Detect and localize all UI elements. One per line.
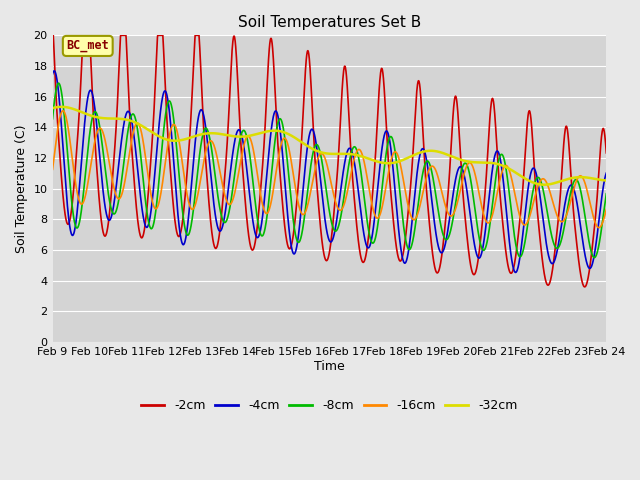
-2cm	[203, 174, 211, 180]
-2cm	[581, 284, 589, 290]
-8cm	[204, 127, 211, 132]
Line: -4cm: -4cm	[52, 71, 606, 273]
X-axis label: Time: Time	[314, 360, 345, 372]
-8cm	[346, 157, 353, 163]
-8cm	[554, 245, 561, 251]
Y-axis label: Soil Temperature (C): Soil Temperature (C)	[15, 124, 28, 253]
-2cm	[490, 105, 498, 111]
-2cm	[569, 199, 577, 205]
Line: -16cm: -16cm	[52, 111, 606, 228]
-16cm	[595, 225, 603, 230]
-16cm	[204, 144, 211, 149]
-32cm	[570, 175, 577, 180]
-16cm	[602, 206, 610, 212]
-2cm	[49, 33, 56, 38]
Line: -32cm: -32cm	[52, 107, 606, 185]
Line: -8cm: -8cm	[52, 83, 606, 258]
Text: BC_met: BC_met	[67, 39, 109, 52]
-4cm	[602, 170, 610, 176]
-2cm	[554, 226, 561, 232]
-32cm	[49, 105, 56, 111]
-32cm	[58, 104, 65, 110]
-16cm	[346, 178, 353, 184]
-32cm	[491, 160, 499, 166]
-2cm	[346, 121, 353, 127]
-2cm	[358, 256, 365, 262]
Legend: -2cm, -4cm, -8cm, -16cm, -32cm: -2cm, -4cm, -8cm, -16cm, -32cm	[136, 394, 522, 417]
-32cm	[602, 178, 610, 183]
-4cm	[511, 270, 519, 276]
Title: Soil Temperatures Set B: Soil Temperatures Set B	[238, 15, 421, 30]
-8cm	[358, 174, 365, 180]
-8cm	[55, 80, 63, 86]
-4cm	[204, 137, 211, 143]
-16cm	[491, 204, 499, 209]
-8cm	[569, 181, 577, 187]
-2cm	[602, 150, 610, 156]
-4cm	[51, 68, 58, 74]
-4cm	[49, 71, 56, 77]
-32cm	[540, 182, 548, 188]
-32cm	[204, 131, 211, 136]
-32cm	[358, 154, 365, 159]
-16cm	[358, 150, 365, 156]
-4cm	[346, 145, 353, 151]
-4cm	[491, 154, 499, 160]
-16cm	[554, 214, 561, 219]
-8cm	[49, 116, 56, 122]
-16cm	[569, 189, 577, 195]
-4cm	[554, 244, 562, 250]
Line: -2cm: -2cm	[52, 36, 606, 287]
-4cm	[358, 216, 365, 221]
-32cm	[346, 151, 353, 157]
-8cm	[602, 191, 610, 197]
-8cm	[491, 184, 499, 190]
-32cm	[554, 179, 562, 185]
-16cm	[49, 167, 56, 172]
-16cm	[60, 108, 67, 114]
-4cm	[570, 185, 577, 191]
-8cm	[591, 255, 598, 261]
